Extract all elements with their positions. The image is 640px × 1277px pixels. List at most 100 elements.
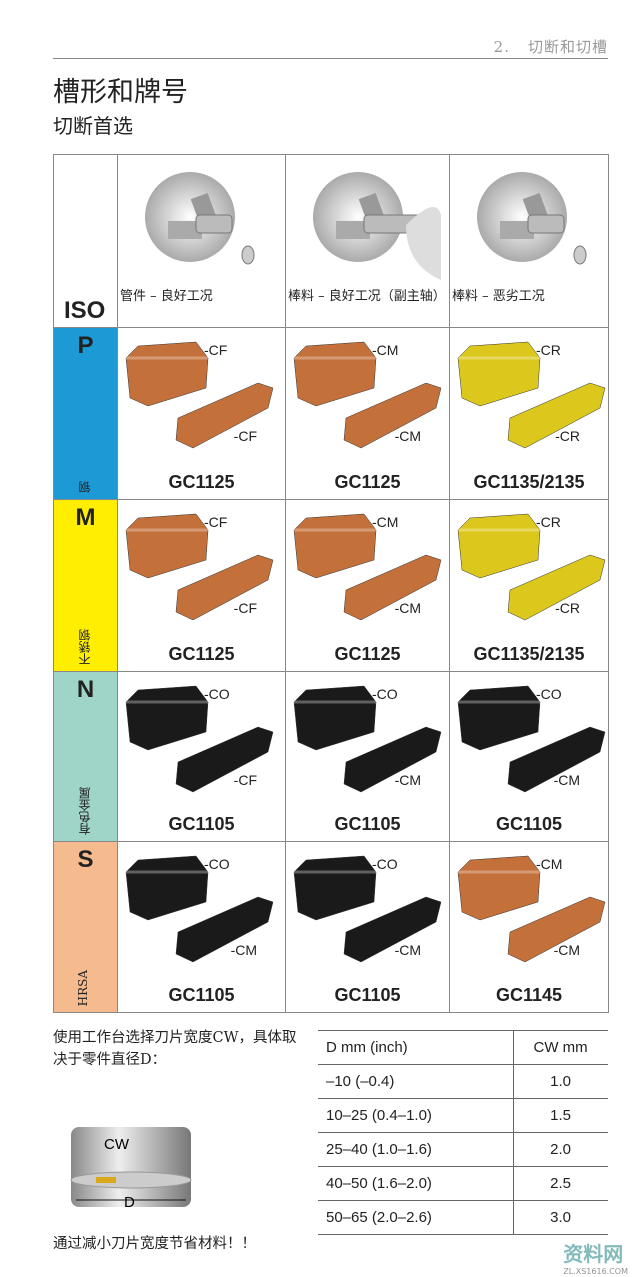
condition-caption: 管件 – 良好工况 [120,289,213,304]
diameter-cell: 40–50 (1.6–2.0) [318,1166,514,1201]
grade-label: GC1105 [334,814,401,834]
chapter-header: 2. 切断和切槽 [476,36,608,57]
grade-cell: -CF -CF GC1125 [117,328,285,499]
material-name: HRSA [76,969,90,1006]
cw-label: CW [104,1136,130,1153]
header-rule [53,58,608,59]
d-label: D [124,1194,135,1211]
geometry-label: -CR [536,342,561,358]
iso-label: ISO [64,297,106,324]
material-name: 有色金属 [78,787,92,835]
insert-icon [457,685,606,793]
geometry-label: -CO [204,686,230,702]
geometry-label: -CM [230,942,257,958]
geometry-label: -CM [394,772,421,788]
grade-label: GC1145 [495,985,563,1005]
iso-letter: P [77,332,94,359]
iso-header: ISO [54,155,117,327]
geometry-label: -CM [394,428,421,444]
insert-icon [293,685,442,793]
cw-table-header: D mm (inch) CW mm [318,1030,608,1065]
grade-label: GC1125 [334,472,401,492]
insert-icon [457,341,606,449]
geometry-label: -CF [233,600,257,616]
condition-caption: 棒料 – 恶劣工况 [452,289,545,304]
cw-table-row: 50–65 (2.0–2.6) 3.0 [318,1200,608,1235]
cw-cell: 2.0 [513,1132,608,1167]
grade-label: GC1135/2135 [473,472,585,492]
geometry-label: -CR [536,514,561,530]
grade-label: GC1105 [334,985,401,1005]
cw-table-row: 40–50 (1.6–2.0) 2.5 [318,1166,608,1201]
geometry-label: -CF [204,514,228,530]
geometry-label: -CM [553,942,580,958]
grade-label: GC1105 [495,814,563,834]
width-note: 使用工作台选择刀片宽度CW，具体取决于零件直径D： [53,1030,297,1068]
material-row: S HRSA -CO -CM GC1105 -CO -CM GC1105 -CM -CM GC… [54,842,608,1012]
cw-table-row: 25–40 (1.0–1.6) 2.0 [318,1132,608,1167]
page-title: 槽形和牌号 [53,77,188,108]
header-cell: D mm (inch) [318,1030,514,1065]
grade-cell: -CR -CR GC1135/2135 [449,328,608,499]
diameter-cell: 10–25 (0.4–1.0) [318,1098,514,1133]
insert-icon [293,855,442,963]
grade-label: GC1105 [168,814,235,834]
geometry-label: -CO [536,686,562,702]
cw-table: D mm (inch) CW mm –10 (–0.4) 1.0 10–25 (0.4–… [318,1030,608,1235]
chuck-bar-icon [477,172,587,265]
grade-cell: -CM -CM GC1145 [449,842,608,1012]
iso-group-s: S HRSA [54,842,117,1012]
condition-column: 管件 – 良好工况 [117,155,285,327]
iso-letter: M [75,504,96,531]
iso-letter: S [77,846,94,873]
watermark-logo: 资料网 ZL.XS1616.COM [563,1242,628,1276]
condition-column: 棒料 – 良好工况（副主轴） [285,155,449,327]
material-name: 不锈钢 [78,629,92,665]
grade-label: GC1135/2135 [473,644,585,664]
grade-cell: -CO -CF GC1105 [117,672,285,841]
diameter-cell: 50–65 (2.0–2.6) [318,1200,514,1235]
footer-note: 通过减小刀片宽度节省材料！！ [53,1236,256,1252]
grade-label: GC1105 [168,985,235,1005]
page-subtitle: 切断首选 [53,114,133,138]
chuck-subspindle-icon [313,172,441,280]
geometry-label: -CF [204,342,228,358]
condition-column: 棒料 – 恶劣工况 [449,155,608,327]
insert-icon [457,855,606,963]
chuck-tube-icon [145,172,255,265]
geometry-label: -CF [233,772,257,788]
geometry-label: -CO [372,856,398,872]
grade-cell: -CF -CF GC1125 [117,500,285,671]
grade-cell: -CO -CM GC1105 [117,842,285,1012]
iso-group-n: N 有色金属 [54,672,117,841]
grade-cell: -CO -CM GC1105 [449,672,608,841]
grade-cell: -CM -CM GC1125 [285,500,449,671]
cw-table-row: –10 (–0.4) 1.0 [318,1064,608,1099]
grade-label: GC1125 [168,644,235,664]
cw-cell: 3.0 [513,1200,608,1235]
chapter-number: 2. [493,38,510,56]
insert-icon [125,685,274,793]
insert-icon [125,513,274,621]
iso-group-m: M 不锈钢 [54,500,117,671]
condition-caption: 棒料 – 良好工况（副主轴） [288,289,446,304]
grade-label: GC1125 [334,644,401,664]
grade-table: ISO 管件 – 良好工况 棒料 – 良好工况（副主轴） 棒料 – 恶劣工况 P 钢… [53,154,609,1013]
geometry-label: -CM [536,856,563,872]
grade-cell: -CR -CR GC1135/2135 [449,500,608,671]
insert-icon [457,513,606,621]
iso-letter: N [76,676,95,703]
geometry-label: -CM [394,600,421,616]
cw-cell: 2.5 [513,1166,608,1201]
insert-icon [125,855,274,963]
diameter-cell: –10 (–0.4) [318,1064,514,1099]
cw-table-row: 10–25 (0.4–1.0) 1.5 [318,1098,608,1133]
material-row: M 不锈钢 -CF -CF GC1125 -CM -CM GC1125 -CR -CR GC1… [54,500,608,672]
insert-icon [125,341,274,449]
geometry-label: -CM [372,514,399,530]
chapter-title: 切断和切槽 [527,38,608,56]
material-name: 钢 [78,481,92,493]
material-row: N 有色金属 -CO -CF GC1105 -CO -CM GC1105 -CO -CM GC… [54,672,608,842]
geometry-label: -CO [204,856,230,872]
